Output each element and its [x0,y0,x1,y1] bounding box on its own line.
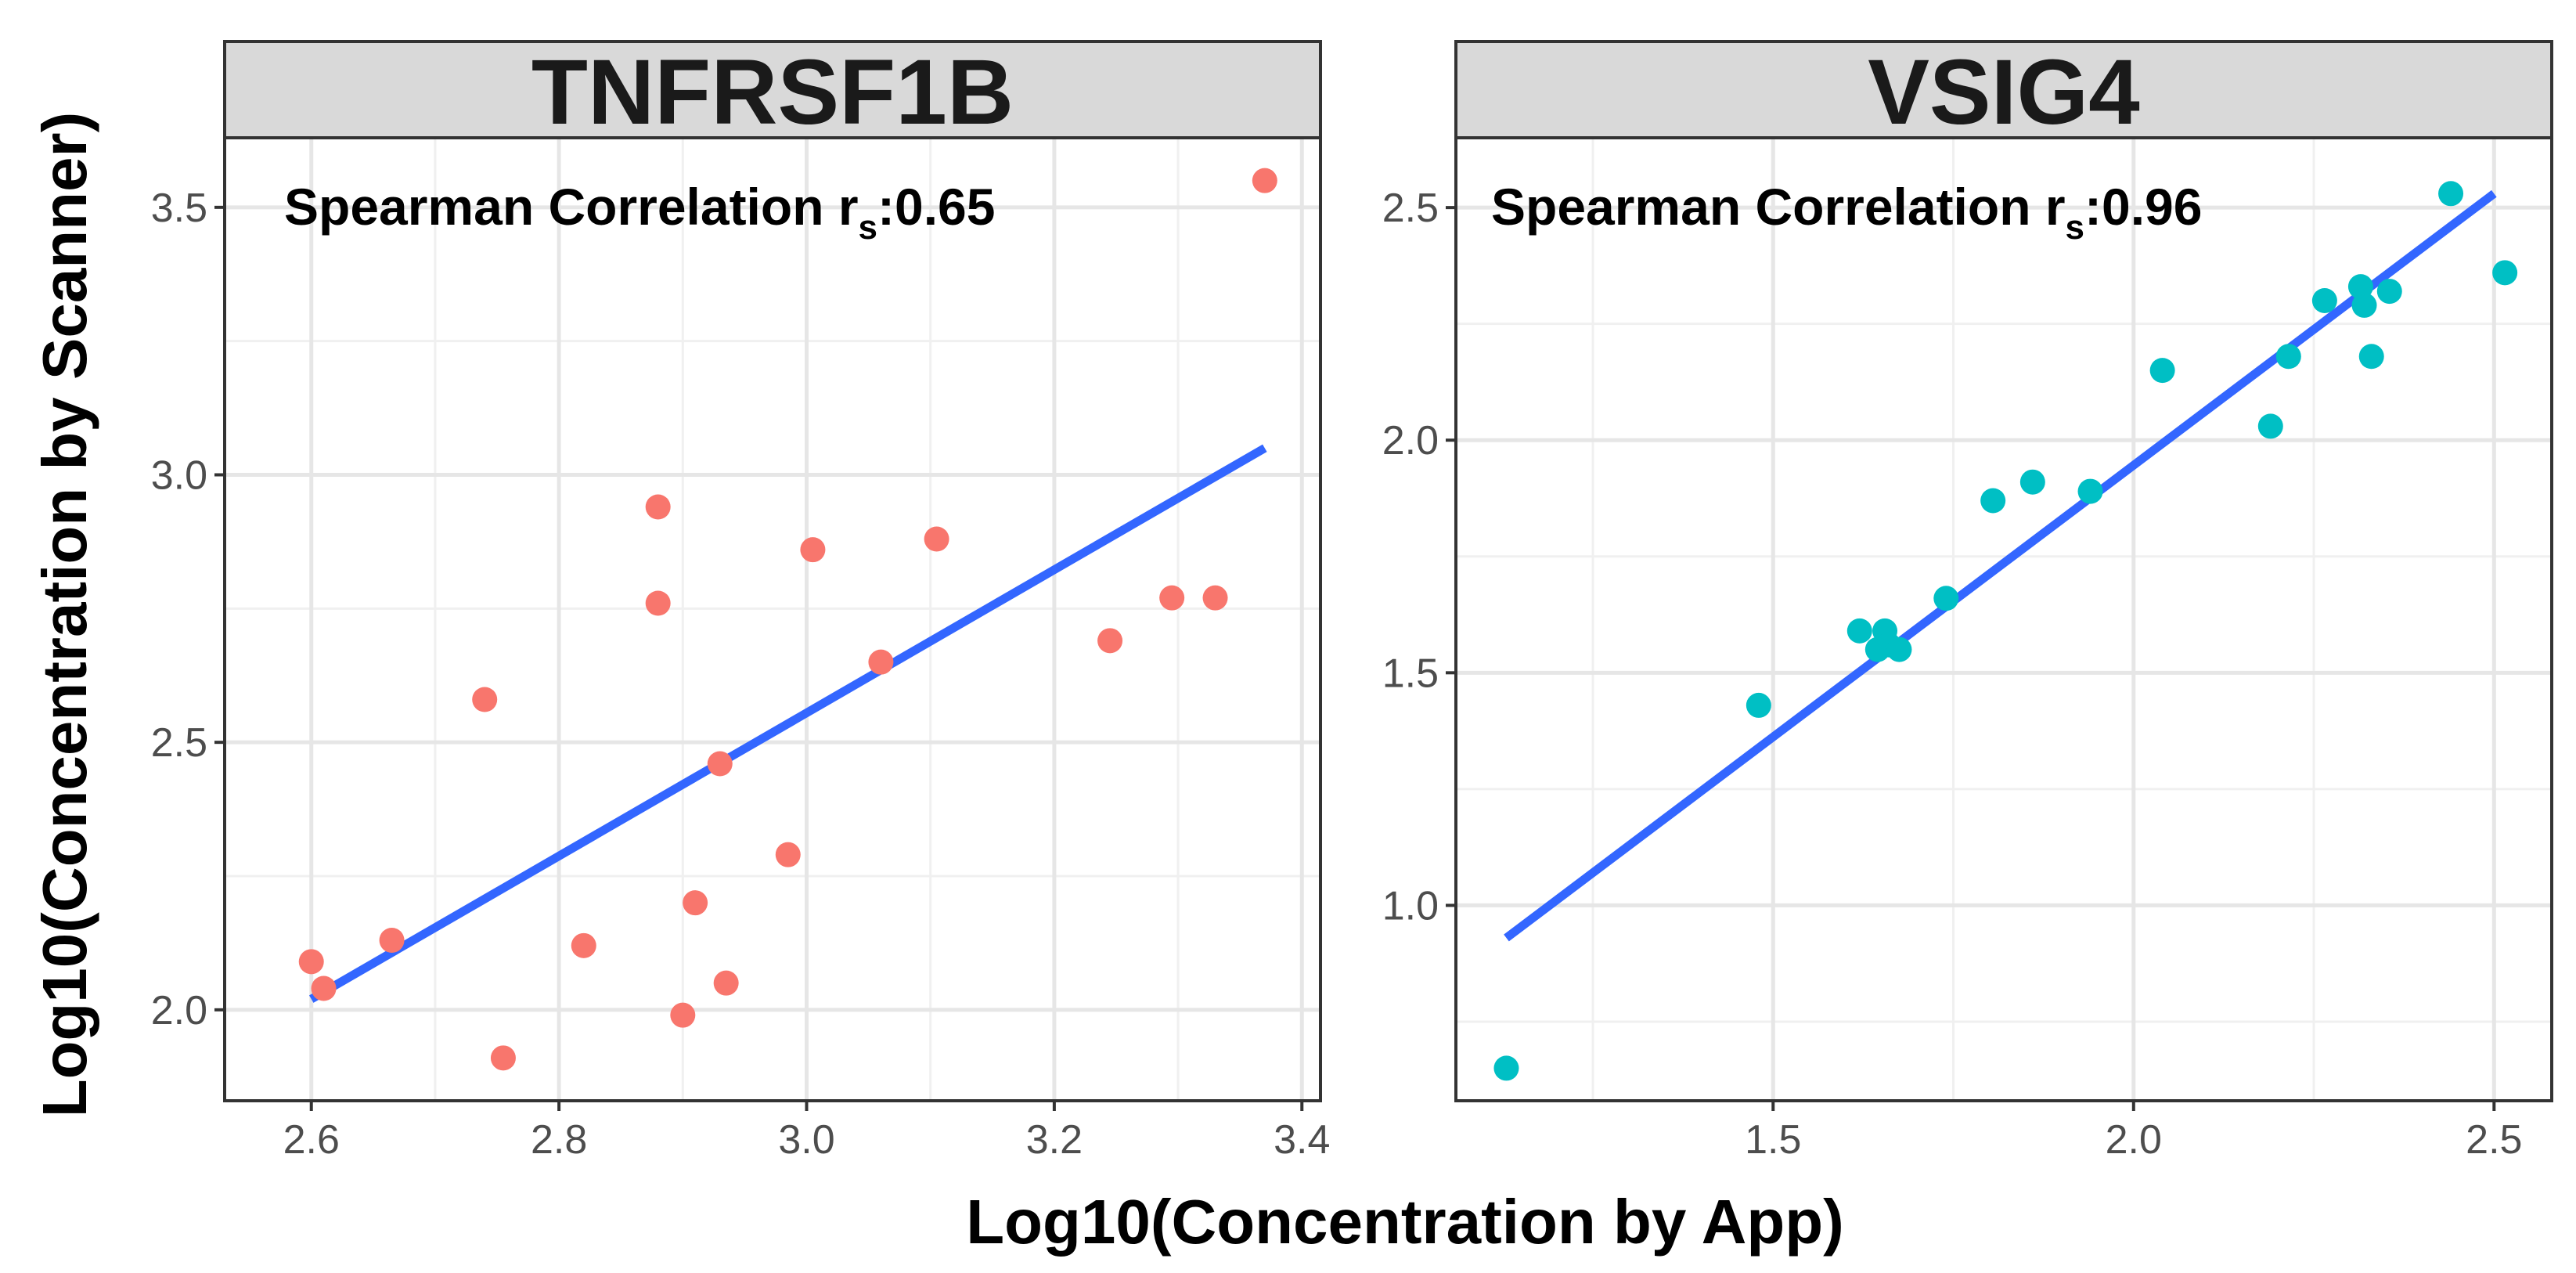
data-point [2347,274,2373,300]
fit-line-layer [1504,189,2497,942]
data-point [1933,586,1959,611]
regression-line [1504,189,2497,942]
y-tick-label: 1.0 [1382,883,1439,929]
data-point [2492,260,2518,286]
y-tick-label: 1.5 [1382,651,1439,696]
data-point [800,537,826,563]
y-axis-ticks: 1.0 1.5 2.0 2.5 [1382,186,1456,929]
x-tick-label: 2.5 [2466,1117,2522,1163]
panel-tnfrsf1b: TNFRSF1B 2.6 2.8 3.0 3.2 3.4 2.0 2.5 3.0 3.5 Sp… [151,40,1330,1163]
grid-lines [225,138,1320,1101]
y-tick-label: 2.0 [1382,418,1439,463]
x-tick-label: 3.2 [1026,1117,1083,1163]
data-point [707,751,733,777]
panel-title: TNFRSF1B [531,41,1014,144]
data-point [1159,585,1185,611]
data-point [1746,692,1771,718]
panel-border [1454,136,2553,1102]
data-point [311,975,337,1001]
x-axis-ticks: 1.5 2.0 2.5 [1745,1101,2522,1163]
data-point [2311,287,2337,313]
panel-vsig4: VSIG4 1.5 2.0 2.5 1.0 1.5 2.0 2.5 Spearman Co… [1382,40,2553,1163]
x-tick-label: 1.5 [1745,1117,1801,1163]
points-layer [1493,181,2518,1081]
data-point [472,687,498,712]
data-point [2019,469,2045,495]
panel-title: VSIG4 [1868,41,2140,144]
y-tick-label: 2.5 [151,720,207,766]
x-tick-label: 2.6 [283,1117,340,1163]
y-axis-title: Log10(Concentration by Scanner) [30,112,99,1118]
x-axis-ticks: 2.6 2.8 3.0 3.2 3.4 [283,1101,1330,1163]
y-axis-ticks: 2.0 2.5 3.0 3.5 [151,186,225,1033]
x-tick-label: 3.4 [1274,1117,1330,1163]
spearman-annotation: Spearman Correlation rs:0.96 [1491,178,2202,247]
data-point [713,970,739,996]
data-point [571,932,596,958]
data-point [1980,488,2006,514]
data-point [2351,292,2377,318]
data-point [490,1045,516,1071]
data-point [775,842,801,867]
data-point [1097,628,1123,654]
y-tick-label: 3.0 [151,453,207,499]
data-point [683,890,708,916]
data-point [1886,636,1912,662]
y-tick-label: 2.5 [1382,186,1439,231]
strip-tnfrsf1b [223,40,1322,139]
x-tick-label: 2.8 [531,1117,587,1163]
data-point [645,494,671,520]
data-point [2438,181,2464,207]
data-point [868,649,894,675]
fit-line-layer [308,444,1267,1003]
y-tick-label: 2.0 [151,988,207,1033]
data-point [924,526,949,552]
data-point [2275,344,2301,370]
data-point [645,590,671,616]
data-point [1252,168,1277,193]
data-point [1493,1055,1519,1081]
spearman-annotation: Spearman Correlation rs:0.65 [284,178,995,247]
y-tick-label: 3.5 [151,186,207,231]
data-point [670,1002,696,1028]
panel-border [223,136,1322,1102]
data-point [2376,279,2402,305]
data-point [1846,618,1872,644]
x-tick-label: 2.0 [2106,1117,2162,1163]
data-point [2358,344,2384,370]
data-point [2149,358,2175,384]
points-layer [298,168,1277,1071]
data-point [2077,478,2103,504]
data-point [2257,413,2283,439]
x-tick-label: 3.0 [778,1117,834,1163]
grid-lines [1456,138,2552,1101]
data-point [1202,585,1228,611]
x-axis-title: Log10(Concentration by App) [966,1187,1843,1257]
data-point [379,928,405,953]
strip-vsig4 [1454,40,2553,139]
data-point [298,949,324,975]
regression-line [308,444,1267,1003]
